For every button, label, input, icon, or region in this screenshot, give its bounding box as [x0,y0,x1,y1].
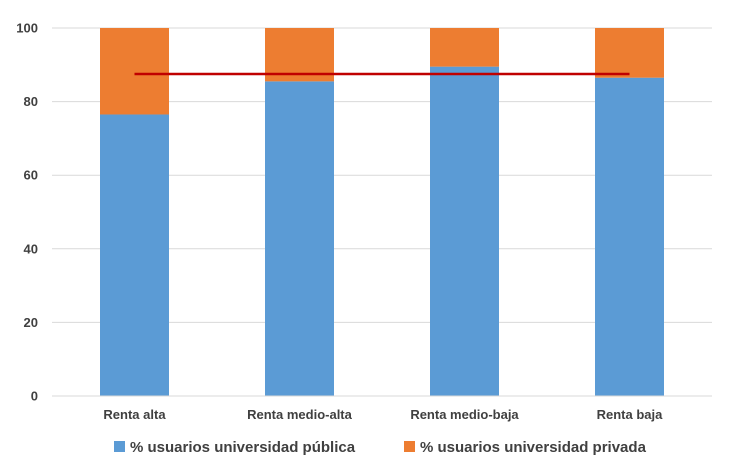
y-tick-label: 60 [24,168,38,183]
y-tick-label: 100 [16,21,38,36]
bar-privada-3 [595,28,664,78]
y-tick-label: 80 [24,94,38,109]
y-tick-label: 40 [24,241,38,256]
legend-label: % usuarios universidad pública [130,439,356,456]
bar-publica-1 [265,81,334,397]
x-category-label: Renta baja [597,407,664,422]
y-tick-label: 0 [31,389,38,404]
x-axis: Renta alta Renta medio-alta Renta medio-ba… [52,395,712,422]
y-tick-label: 20 [24,315,38,330]
bar-publica-3 [595,77,664,397]
x-category-label: Renta alta [103,407,166,422]
y-axis: 0 20 40 60 80 100 [16,21,38,404]
bars [100,28,664,397]
legend-label: % usuarios universidad privada [420,439,647,456]
legend: % usuarios universidad pública % usuarios… [114,439,647,456]
bar-privada-1 [265,28,334,82]
bar-publica-0 [100,114,169,396]
legend-swatch [404,441,415,452]
bar-publica-2 [430,66,499,396]
x-category-label: Renta medio-alta [247,407,353,422]
x-category-label: Renta medio-baja [410,407,519,422]
bar-privada-2 [430,28,499,67]
legend-swatch [114,441,125,452]
bar-privada-0 [100,28,169,115]
